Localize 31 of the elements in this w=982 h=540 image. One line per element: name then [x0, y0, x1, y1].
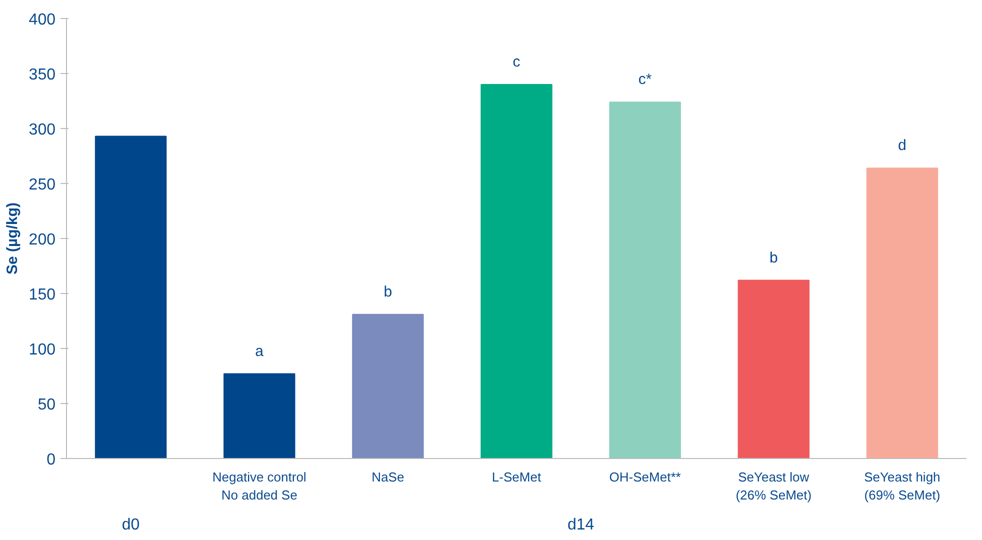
y-tick-label: 0: [46, 452, 56, 468]
bar: [738, 280, 810, 458]
bar: [224, 373, 296, 458]
text: d0: [122, 516, 140, 534]
x-tick-label: OH-SeMet**: [609, 470, 681, 484]
bar: [480, 84, 552, 458]
x-tick-label: L-SeMet: [492, 470, 542, 484]
x-tick-label: NaSe: [372, 470, 404, 484]
y-tick-label: 100: [28, 342, 56, 358]
y-tick-label: 50: [38, 396, 56, 414]
y-axis-title: Se (µg/kg): [4, 202, 21, 274]
y-tick-label: 250: [28, 176, 56, 194]
x-tick-label: SeYeast low (26% SeMet): [736, 470, 812, 502]
y-tick-label: 400: [28, 12, 56, 28]
x-tick-label: SeYeast high (69% SeMet): [864, 470, 940, 502]
y-tick-label: 200: [28, 232, 56, 248]
bar: [609, 102, 681, 458]
text: d14: [567, 516, 594, 534]
data-label: b: [384, 283, 392, 300]
y-tick-label: 300: [28, 122, 56, 138]
data-label: b: [769, 249, 778, 266]
data-label: c: [512, 54, 521, 70]
bar: [94, 136, 167, 458]
data-label: d: [898, 137, 906, 154]
data-label: a: [255, 342, 264, 360]
y-tick-label: 350: [28, 66, 56, 84]
bar: [866, 168, 938, 458]
bar: [352, 314, 424, 458]
data-label: c*: [638, 71, 652, 88]
x-tick-label: Negative control No added Se: [212, 470, 306, 502]
y-tick-label: 150: [28, 286, 56, 304]
